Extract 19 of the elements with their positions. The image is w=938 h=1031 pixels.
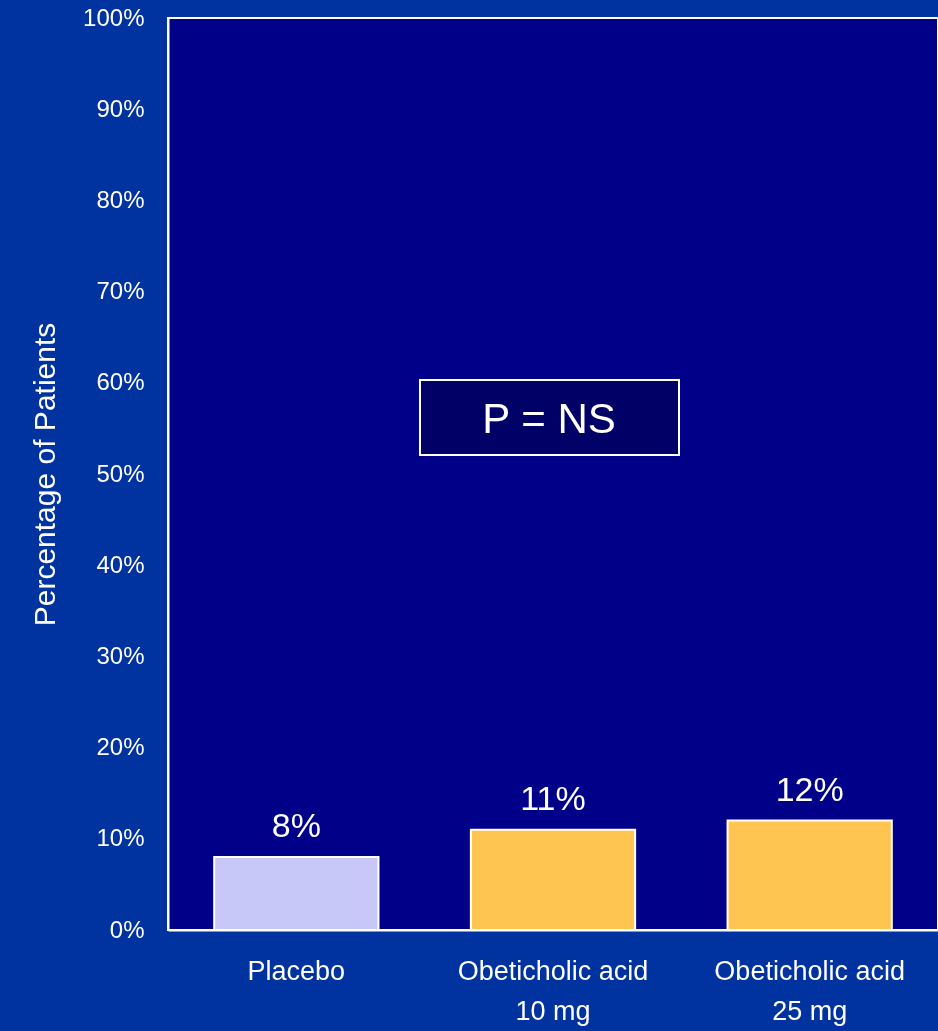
y-tick-label: 80% (96, 185, 145, 213)
y-tick-label: 70% (96, 277, 145, 305)
y-tick-label: 20% (96, 733, 145, 761)
data-label: 12% (775, 769, 844, 808)
data-label: 8% (271, 806, 321, 845)
x-tick-label: Placebo (247, 955, 346, 986)
y-tick-label: 90% (96, 94, 145, 122)
y-tick-label: 30% (96, 641, 145, 669)
data-label: 11% (520, 778, 586, 817)
y-axis-title: Percentage of Patients (28, 322, 62, 627)
y-tick-label: 40% (96, 550, 145, 578)
y-tick-label: 100% (83, 3, 145, 31)
y-tick-label: 60% (96, 368, 145, 396)
y-tick-label: 10% (96, 824, 145, 852)
x-tick-label: Obeticholic acid 25 mg (714, 955, 905, 1026)
y-tick-label: 50% (96, 459, 145, 487)
y-tick-label: 0% (109, 915, 145, 943)
annotation: P = NS (482, 395, 616, 442)
x-tick-label: Obeticholic acid 10 mg (457, 955, 649, 1026)
